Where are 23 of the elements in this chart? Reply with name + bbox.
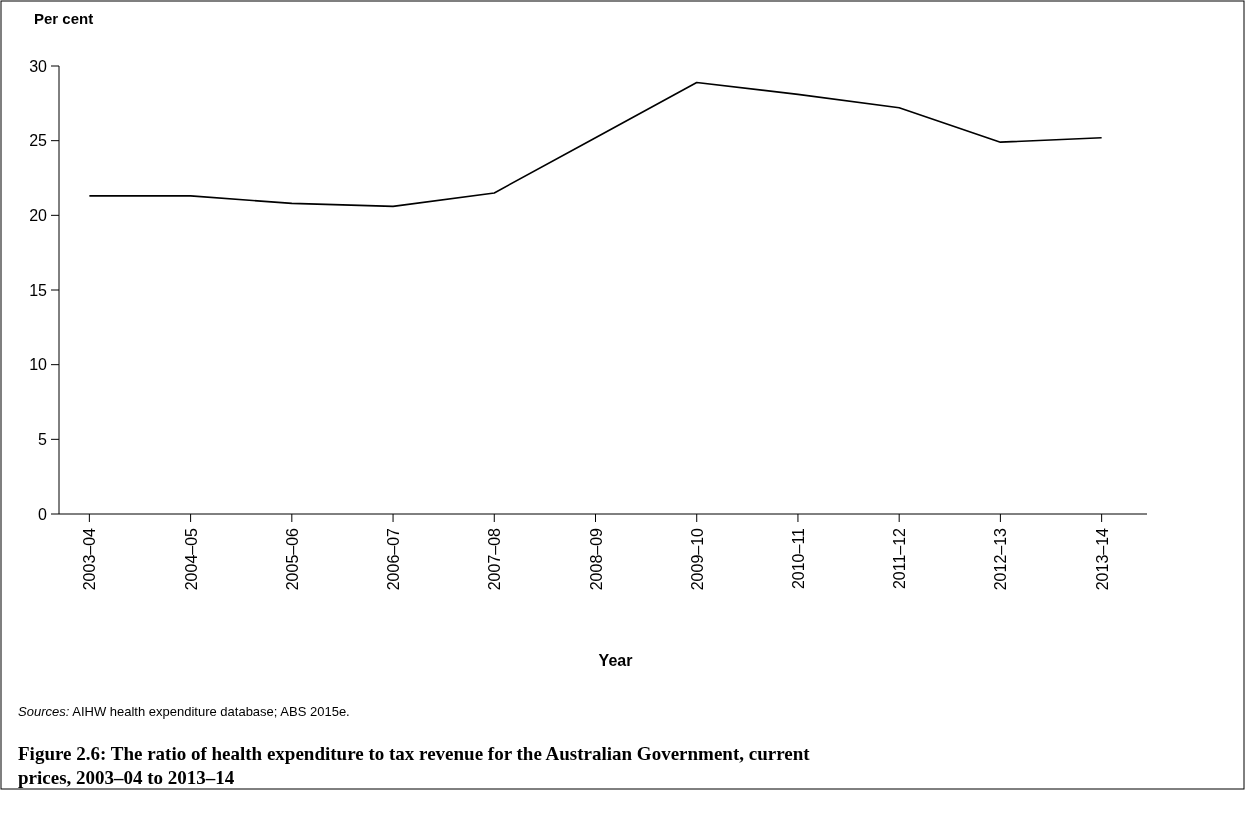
text: Figure 2.6: The ratio of health expenditure to tax revenue for the Australian Government, current prices, 2003–04 to 2013–14: [18, 743, 811, 788]
y-tick-label: 5: [38, 430, 48, 448]
y-tick-label: 25: [29, 132, 48, 150]
x-axis-title: Year: [598, 652, 633, 669]
y-tick-label: 30: [29, 57, 48, 75]
x-tick-label: 2013–14: [1093, 527, 1111, 591]
line-series: [88, 81, 1103, 208]
y-tick-label: 10: [29, 356, 48, 374]
x-tick-label: 2007–08: [486, 527, 504, 591]
x-tick-label: 2006–07: [385, 527, 403, 591]
x-tick-label: 2011–12: [891, 527, 909, 590]
y-tick-label: 20: [29, 206, 48, 224]
x-tick-label: 2012–13: [992, 527, 1010, 591]
y-axis-title: Per cent: [34, 10, 94, 27]
source-note: Sources: AIHW health expenditure database; ABS 2015e.: [18, 704, 350, 719]
y-tick-label: 0: [38, 505, 48, 523]
x-tick-label: 2004–05: [182, 527, 200, 591]
x-tick-label: 2003–04: [81, 527, 99, 591]
x-tick-label: 2010–11: [789, 527, 807, 590]
x-tick-label: 2008–09: [587, 527, 605, 591]
y-tick-label: 15: [29, 281, 48, 299]
x-tick-label: 2009–10: [688, 527, 706, 591]
x-tick-label: 2005–06: [283, 527, 301, 591]
